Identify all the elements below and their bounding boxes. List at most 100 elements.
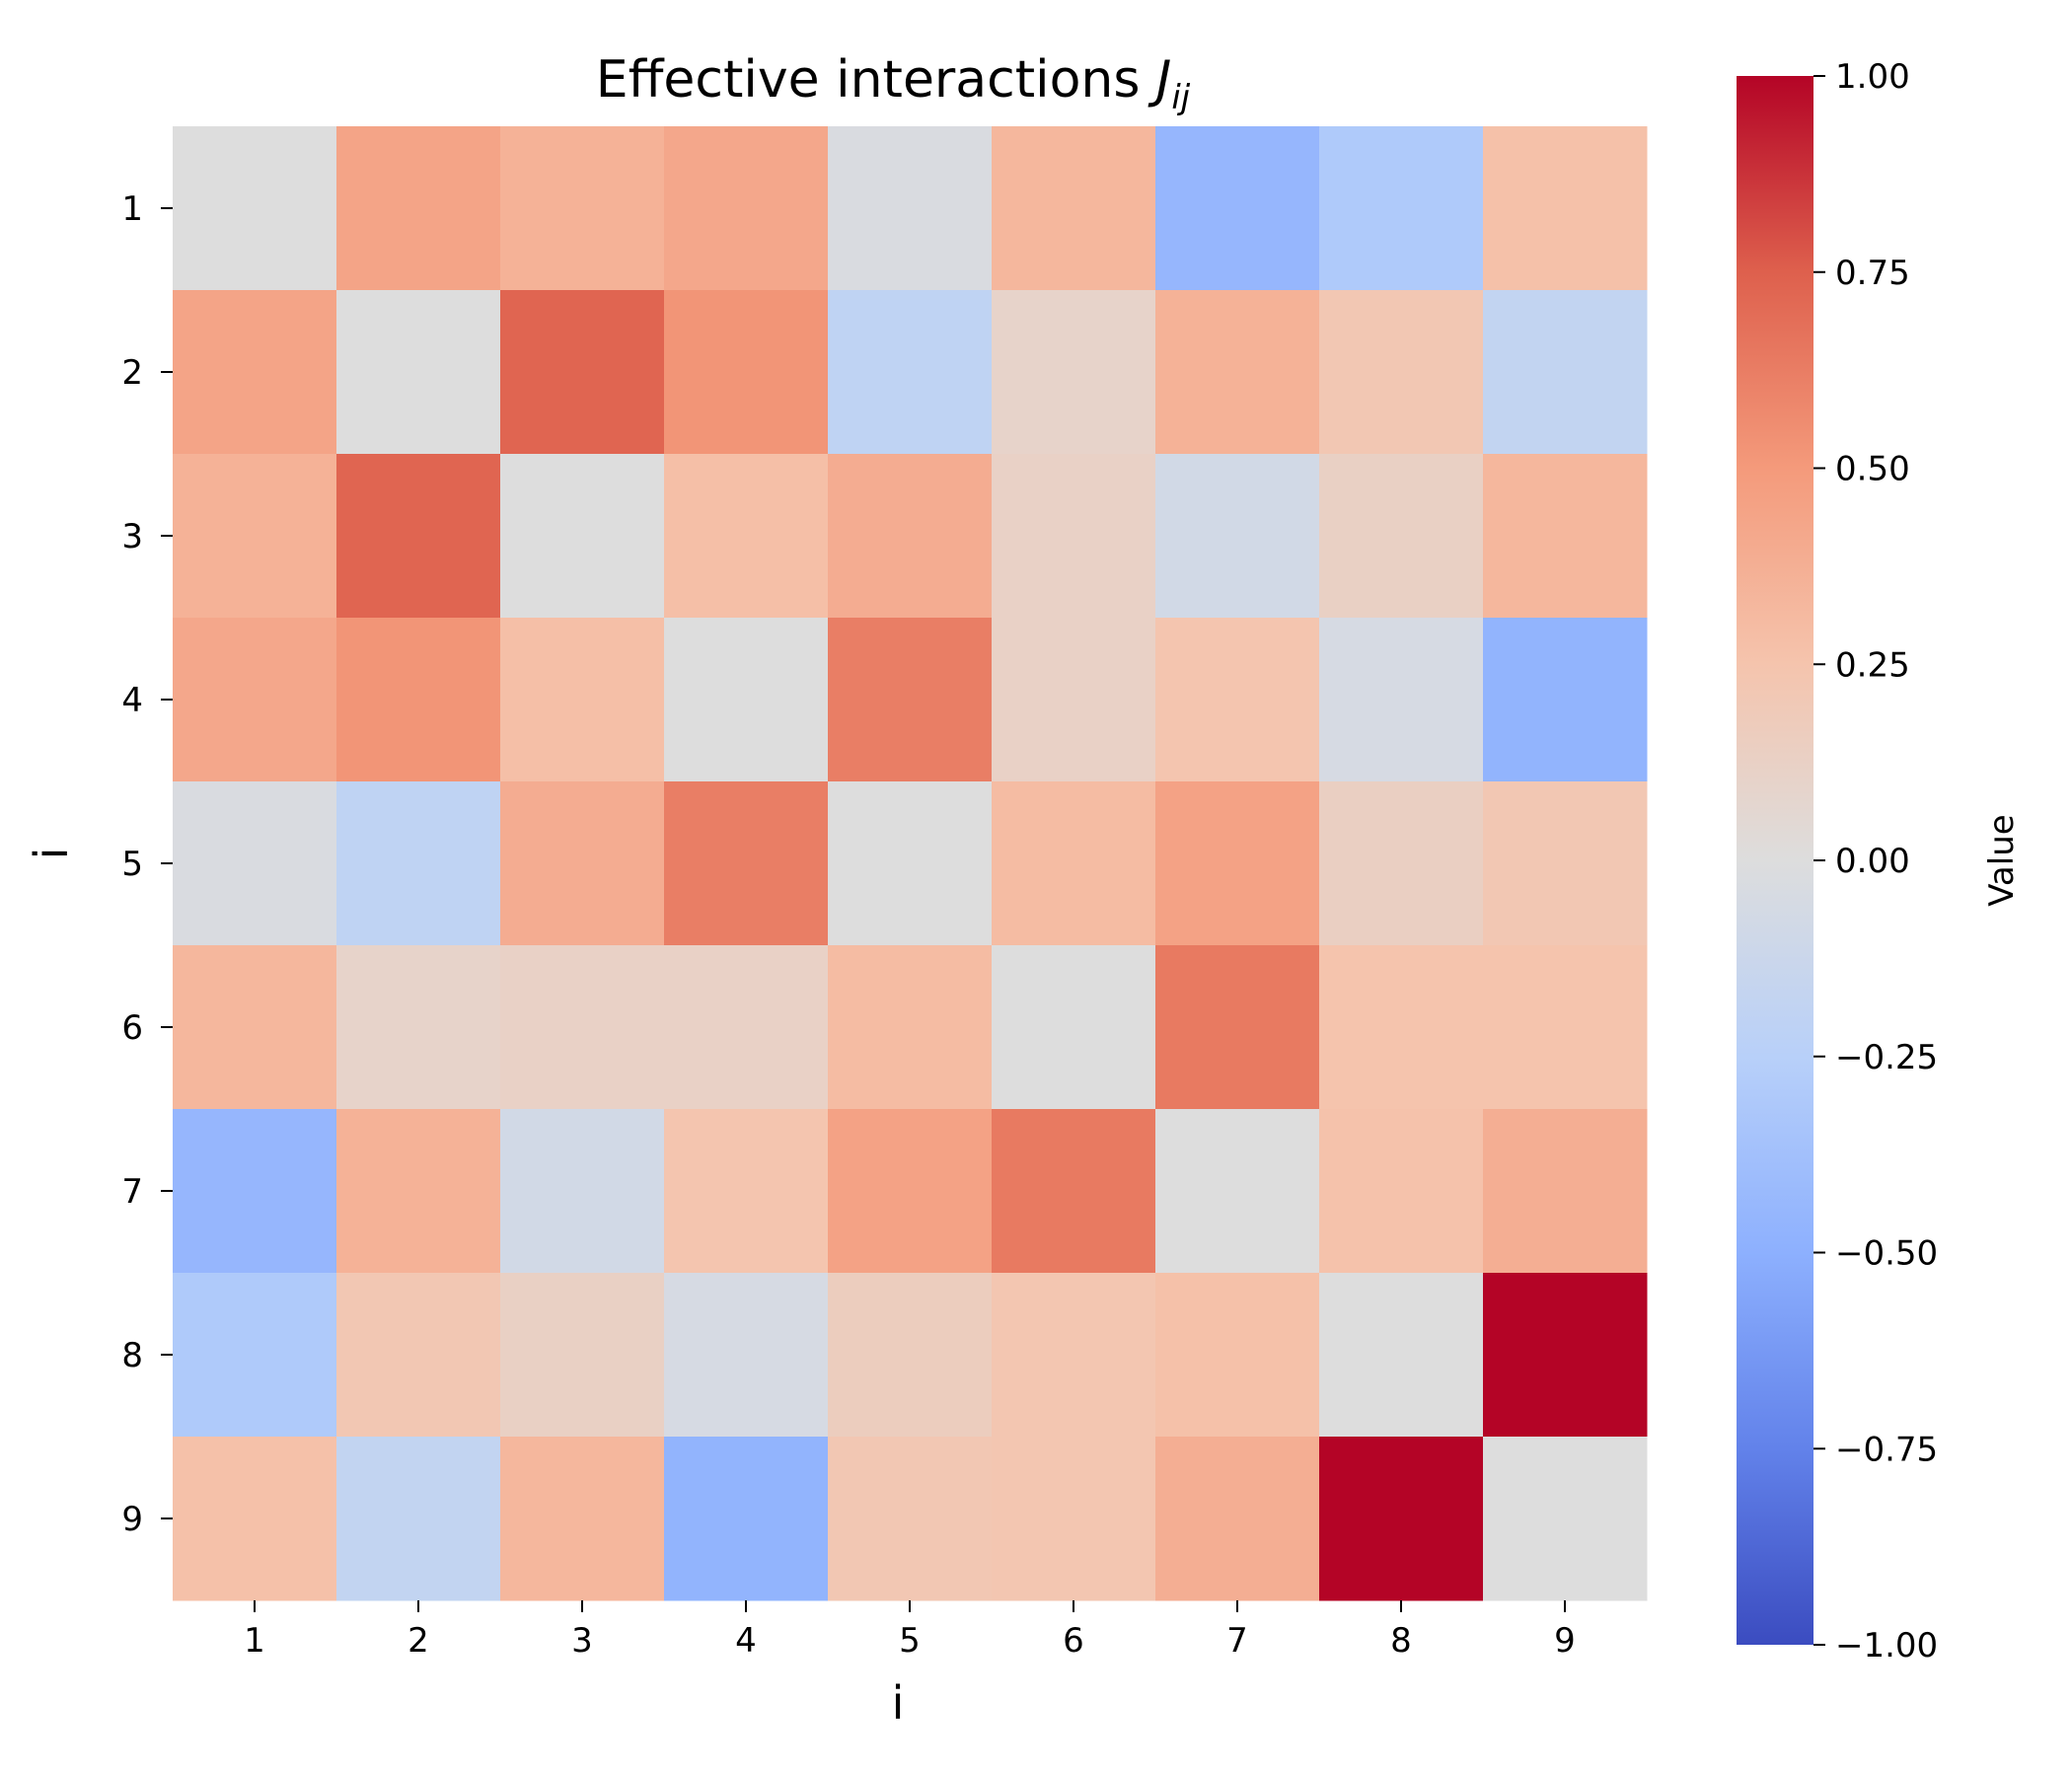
heatmap-cell-7-9 — [1483, 1109, 1648, 1274]
heatmap-cell-1-2 — [336, 126, 501, 291]
heatmap-cell-5-1 — [173, 781, 337, 946]
heatmap-cell-6-1 — [173, 945, 337, 1110]
colorbar-label: Value — [1982, 814, 2022, 906]
heatmap-cell-8-7 — [1155, 1273, 1320, 1438]
heatmap-cell-7-5 — [828, 1109, 993, 1274]
heatmap-cell-3-4 — [664, 454, 829, 619]
colorbar — [1737, 76, 1813, 1645]
heatmap-cell-1-5 — [828, 126, 993, 291]
heatmap-cell-1-7 — [1155, 126, 1320, 291]
heatmap-cell-5-5 — [828, 781, 993, 946]
heatmap-cell-8-5 — [828, 1273, 993, 1438]
heatmap-cell-5-7 — [1155, 781, 1320, 946]
heatmap-cell-4-4 — [664, 618, 829, 782]
heatmap-cell-5-8 — [1319, 781, 1484, 946]
heatmap-cell-9-6 — [992, 1437, 1156, 1601]
colorbar-tick-label: 0.75 — [1835, 254, 1910, 293]
heatmap-cell-5-6 — [992, 781, 1156, 946]
heatmap-cell-9-1 — [173, 1437, 337, 1601]
heatmap-cell-3-7 — [1155, 454, 1320, 619]
heatmap-cell-2-6 — [992, 290, 1156, 455]
x-tick-label: 1 — [244, 1621, 265, 1661]
colorbar-tick-label: 1.00 — [1835, 57, 1910, 97]
heatmap-cell-3-6 — [992, 454, 1156, 619]
heatmap-cell-8-6 — [992, 1273, 1156, 1438]
x-tick-label: 8 — [1390, 1621, 1412, 1661]
heatmap-cell-4-2 — [336, 618, 501, 782]
heatmap-cell-7-4 — [664, 1109, 829, 1274]
y-tick-label: 5 — [121, 845, 143, 884]
heatmap-cell-8-9 — [1483, 1273, 1648, 1438]
heatmap-cell-6-2 — [336, 945, 501, 1110]
colorbar-tick-label: −0.75 — [1835, 1430, 1938, 1469]
heatmap-cell-5-4 — [664, 781, 829, 946]
heatmap-cell-8-1 — [173, 1273, 337, 1438]
y-axis-label: i — [25, 848, 78, 860]
x-tick-label: 6 — [1063, 1621, 1084, 1661]
heatmap-cell-9-3 — [500, 1437, 665, 1601]
heatmap-cell-2-7 — [1155, 290, 1320, 455]
heatmap-cell-9-4 — [664, 1437, 829, 1601]
x-tick-label: 5 — [899, 1621, 921, 1661]
y-tick-label: 9 — [121, 1500, 143, 1539]
heatmap-cell-6-9 — [1483, 945, 1648, 1110]
heatmap-cell-8-3 — [500, 1273, 665, 1438]
y-tick-label: 1 — [121, 189, 143, 229]
heatmap-cell-2-4 — [664, 290, 829, 455]
y-tick-label: 7 — [121, 1172, 143, 1212]
heatmap-cell-3-9 — [1483, 454, 1648, 619]
heatmap-cell-7-2 — [336, 1109, 501, 1274]
x-tick-label: 9 — [1554, 1621, 1576, 1661]
heatmap-cell-7-8 — [1319, 1109, 1484, 1274]
heatmap-cell-4-5 — [828, 618, 993, 782]
heatmap-cell-1-9 — [1483, 126, 1648, 291]
colorbar-ticks: 1.00 0.75 0.50 0.25 0.00 −0.25 −0.50 −0.75 −1.00 — [1813, 57, 1938, 1665]
heatmap-cell-1-4 — [664, 126, 829, 291]
heatmap-cell-7-1 — [173, 1109, 337, 1274]
heatmap-cell-7-7 — [1155, 1109, 1320, 1274]
heatmap-cell-4-3 — [500, 618, 665, 782]
y-axis-ticks: 1 2 3 4 5 6 7 8 9 — [121, 189, 173, 1539]
x-tick-label: 7 — [1226, 1621, 1248, 1661]
heatmap-cell-1-8 — [1319, 126, 1484, 291]
heatmap-cell-1-3 — [500, 126, 665, 291]
x-axis-ticks: 1 2 3 4 5 6 7 8 9 — [244, 1600, 1576, 1661]
heatmap-cell-4-8 — [1319, 618, 1484, 782]
heatmap-cell-6-3 — [500, 945, 665, 1110]
x-axis-label: i — [892, 1676, 905, 1730]
heatmap-cell-5-2 — [336, 781, 501, 946]
heatmap-cell-4-1 — [173, 618, 337, 782]
heatmap-cell-2-8 — [1319, 290, 1484, 455]
heatmap-cell-9-8 — [1319, 1437, 1484, 1601]
heatmap-cell-3-5 — [828, 454, 993, 619]
colorbar-tick-label: 0.50 — [1835, 450, 1910, 489]
heatmap-cells — [173, 126, 1648, 1601]
heatmap-cell-8-2 — [336, 1273, 501, 1438]
heatmap-cell-9-2 — [336, 1437, 501, 1601]
heatmap-cell-2-9 — [1483, 290, 1648, 455]
heatmap-cell-6-4 — [664, 945, 829, 1110]
heatmap-cell-3-3 — [500, 454, 665, 619]
x-tick-label: 4 — [735, 1621, 757, 1661]
y-tick-label: 8 — [121, 1336, 143, 1375]
y-tick-label: 3 — [121, 517, 143, 556]
x-tick-label: 2 — [407, 1621, 429, 1661]
heatmap-cell-3-2 — [336, 454, 501, 619]
heatmap-cell-4-9 — [1483, 618, 1648, 782]
heatmap-cell-7-3 — [500, 1109, 665, 1274]
heatmap-cell-2-3 — [500, 290, 665, 455]
y-tick-label: 4 — [121, 681, 143, 720]
heatmap-cell-2-2 — [336, 290, 501, 455]
colorbar-tick-label: 0.00 — [1835, 842, 1910, 881]
heatmap-cell-7-6 — [992, 1109, 1156, 1274]
colorbar-tick-label: 0.25 — [1835, 645, 1910, 685]
heatmap-cell-9-7 — [1155, 1437, 1320, 1601]
heatmap-cell-4-6 — [992, 618, 1156, 782]
heatmap-cell-2-1 — [173, 290, 337, 455]
heatmap-cell-6-8 — [1319, 945, 1484, 1110]
heatmap-cell-1-6 — [992, 126, 1156, 291]
heatmap-cell-4-7 — [1155, 618, 1320, 782]
x-tick-label: 3 — [571, 1621, 593, 1661]
heatmap-cell-5-3 — [500, 781, 665, 946]
heatmap-cell-9-5 — [828, 1437, 993, 1601]
